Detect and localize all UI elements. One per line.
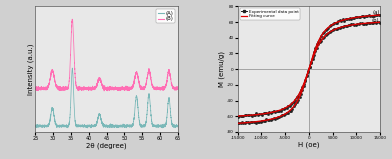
Text: (a): (a) (372, 10, 379, 15)
Y-axis label: Intensity (a.u.): Intensity (a.u.) (27, 43, 34, 95)
X-axis label: H (oe): H (oe) (298, 142, 320, 148)
Legend: (A), (B): (A), (B) (156, 9, 175, 23)
X-axis label: 2θ (degree): 2θ (degree) (86, 142, 127, 149)
Legend: Experimental data point, Fitting curve: Experimental data point, Fitting curve (240, 8, 299, 20)
Y-axis label: M (emu/g): M (emu/g) (219, 51, 225, 87)
Text: (b): (b) (372, 18, 379, 23)
